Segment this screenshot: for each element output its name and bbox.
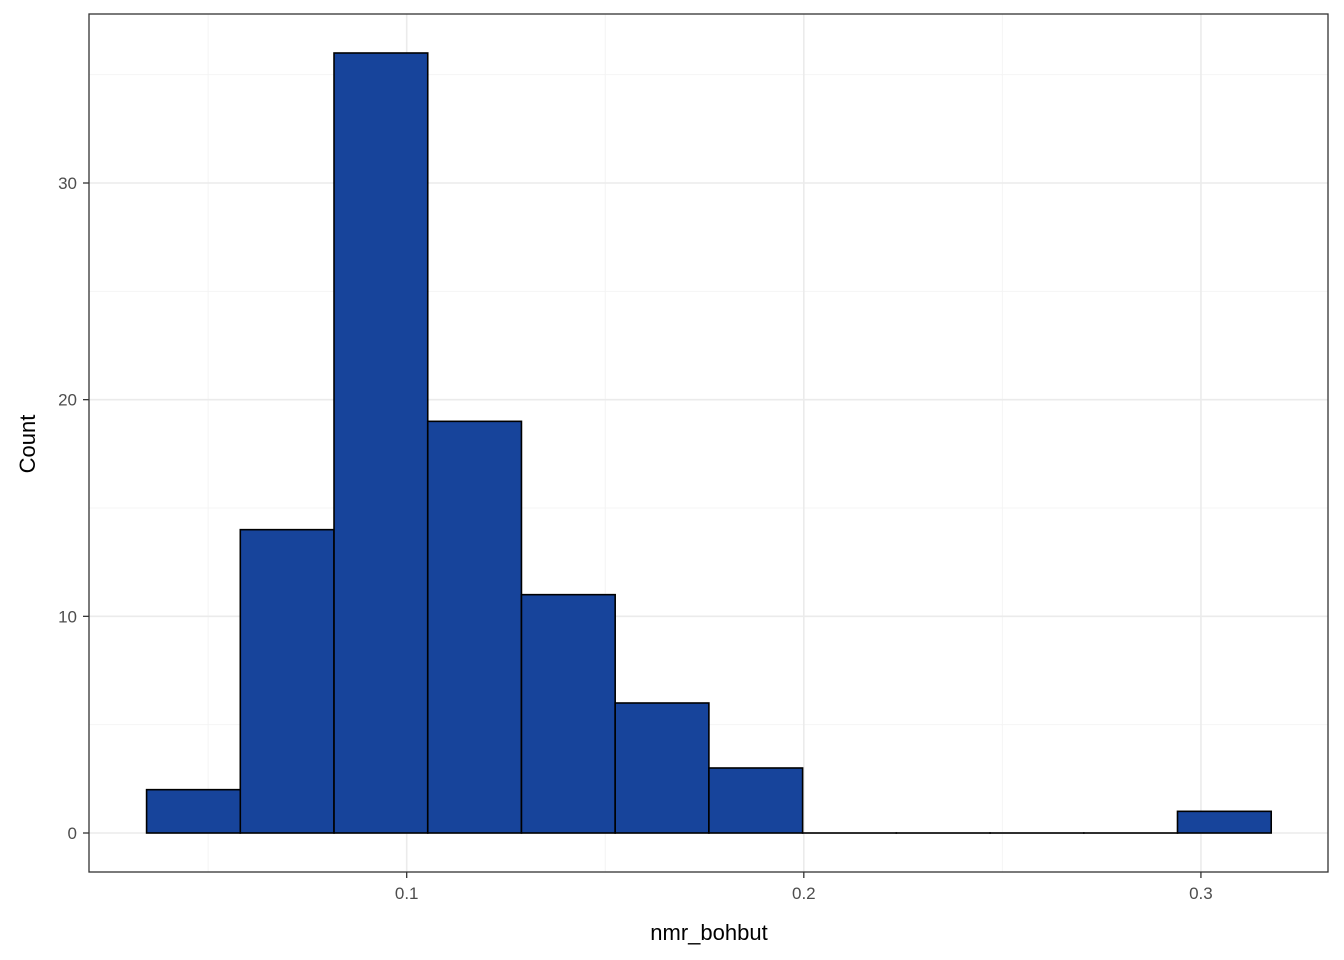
x-axis-title: nmr_bohbut [650,920,767,945]
y-tick-label: 0 [68,824,77,843]
histogram-bar-6 [614,702,710,834]
bars [145,52,1273,834]
x-tick-label: 0.3 [1189,884,1213,903]
histogram-bar-4 [426,420,523,834]
y-tick-label: 30 [58,174,77,193]
y-axis-ticks: 0 10 20 30 [58,174,89,843]
y-axis-title: Count [15,415,40,474]
x-axis-ticks: 0.1 0.2 0.3 [395,872,1213,903]
histogram-bar-3 [333,52,429,834]
histogram-bar-1 [145,788,242,834]
histogram-bar-2 [239,528,335,834]
histogram-bar-7 [708,767,804,834]
y-tick-label: 10 [58,607,77,626]
y-tick-label: 20 [58,391,77,410]
x-tick-label: 0.2 [792,884,816,903]
histogram-bar-12 [1176,810,1273,834]
panel-border [88,13,1329,873]
histogram-bar-5 [520,593,616,834]
x-tick-label: 0.1 [395,884,419,903]
